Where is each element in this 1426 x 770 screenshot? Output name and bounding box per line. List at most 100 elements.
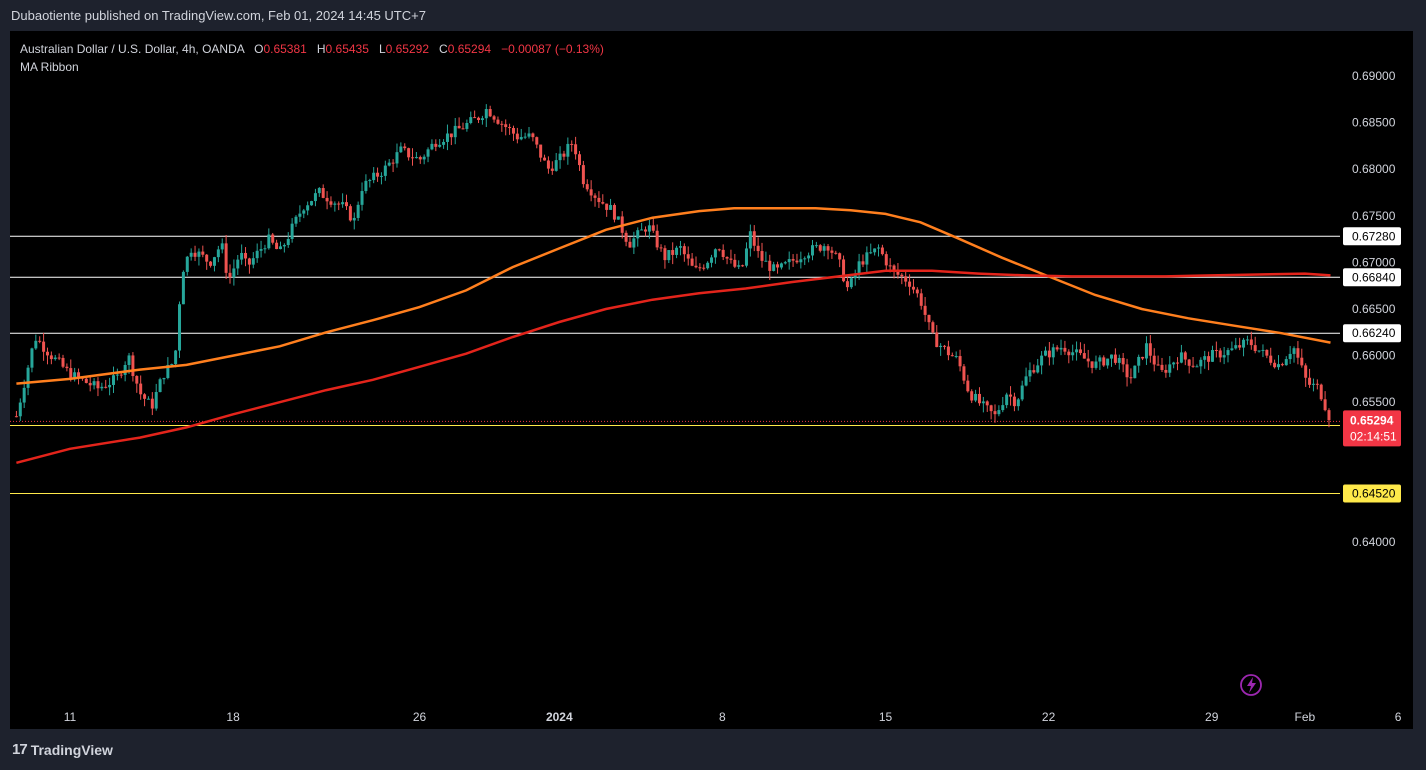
candle-body <box>220 243 224 250</box>
candle-body <box>442 141 446 145</box>
candle-body <box>240 252 244 260</box>
candle-body <box>927 314 931 323</box>
candle-body <box>671 250 675 255</box>
candle-body <box>1195 366 1199 368</box>
candle-body <box>395 152 399 164</box>
candle-body <box>1129 377 1133 379</box>
candle-body <box>845 281 849 288</box>
candle-body <box>943 345 947 347</box>
candle-body <box>356 204 360 218</box>
candle-body <box>1323 399 1327 411</box>
candle-body <box>146 398 150 400</box>
chart-legend: Australian Dollar / U.S. Dollar, 4h, OAN… <box>20 40 604 76</box>
candle-body <box>500 123 504 125</box>
candle-body <box>873 248 877 253</box>
candle-body <box>333 203 337 205</box>
candle-body <box>667 250 671 261</box>
candle-body <box>1051 347 1055 358</box>
candle-body <box>977 393 981 404</box>
candle-body <box>647 225 651 232</box>
candle-body <box>962 366 966 381</box>
candle-body <box>1133 365 1137 379</box>
lightning-icon[interactable] <box>1240 674 1262 696</box>
candle-body <box>741 265 745 267</box>
candle-body <box>713 249 717 258</box>
candle-body <box>438 144 442 147</box>
candle-body <box>271 234 275 243</box>
legend-high-label: H <box>316 42 326 56</box>
lightning-bolt-icon <box>1247 677 1256 693</box>
candle-body <box>407 148 411 158</box>
candle-body <box>480 118 484 121</box>
level-label-text: 0.64520 <box>1352 487 1396 501</box>
candlestick-chart-svg[interactable]: 0.69000 0.68500 0.68000 0.67500 0.67000 0.665… <box>10 31 1413 729</box>
price-axis-tick: 0.66500 <box>1352 302 1396 316</box>
candle-body <box>341 202 345 205</box>
candle-body <box>776 264 780 268</box>
candle-body <box>655 230 659 248</box>
tradingview-footer[interactable]: 17 TradingView <box>12 741 113 758</box>
candle-body <box>993 411 997 415</box>
candle-body <box>954 356 958 358</box>
candle-body <box>1063 347 1067 352</box>
candle-body <box>636 230 640 239</box>
chart-background <box>10 31 1413 729</box>
candle-body <box>484 109 488 119</box>
candle-body <box>1257 350 1261 352</box>
candle-body <box>22 387 26 403</box>
candle-body <box>663 248 667 261</box>
candle-body <box>1106 358 1110 366</box>
candle-body <box>1020 385 1024 400</box>
candle-body <box>1032 370 1036 373</box>
candle-body <box>1117 358 1121 363</box>
candle-body <box>1222 355 1226 358</box>
candle-body <box>1327 410 1331 421</box>
candle-body <box>523 136 527 138</box>
candle-body <box>772 264 776 271</box>
candle-body <box>1280 364 1284 366</box>
candle-body <box>946 346 950 356</box>
candle-body <box>504 124 508 128</box>
candle-body <box>1245 339 1249 341</box>
candle-body <box>1152 355 1156 365</box>
candle-body <box>857 261 861 274</box>
candle-body <box>461 128 465 130</box>
candle-body <box>1276 364 1280 368</box>
candle-body <box>1102 357 1106 366</box>
candle-body <box>1253 345 1257 352</box>
candle-body <box>531 133 535 138</box>
candle-body <box>744 248 748 266</box>
candle-body <box>651 225 655 231</box>
legend-symbol[interactable]: Australian Dollar / U.S. Dollar, 4h, OAN… <box>20 42 245 56</box>
candle-body <box>298 213 302 217</box>
candle-body <box>278 246 282 250</box>
candle-body <box>166 364 170 378</box>
candle-body <box>1110 354 1114 359</box>
candle-body <box>616 216 620 220</box>
candle-body <box>601 202 605 204</box>
legend-indicator-ma-ribbon[interactable]: MA Ribbon <box>20 60 79 74</box>
price-axis-tick: 0.64000 <box>1352 535 1396 549</box>
candle-body <box>752 231 756 246</box>
candle-body <box>209 261 213 266</box>
candle-body <box>426 149 430 157</box>
candle-body <box>1311 383 1315 385</box>
legend-open-value: 0.65381 <box>263 42 307 56</box>
candle-body <box>1098 357 1102 362</box>
candle-body <box>904 276 908 282</box>
candle-body <box>1075 349 1079 353</box>
candle-body <box>609 205 613 210</box>
candle-body <box>791 259 795 261</box>
candle-body <box>391 162 395 164</box>
legend-close-label: C <box>439 42 448 56</box>
candle-body <box>135 376 139 384</box>
candle-body <box>255 250 259 259</box>
ma-line-ma-slow <box>16 269 1331 465</box>
candle-body <box>795 260 799 263</box>
candle-body <box>387 162 391 166</box>
legend-low-value: 0.65292 <box>385 42 430 56</box>
candle-body <box>733 259 737 267</box>
chart-area[interactable]: 0.69000 0.68500 0.68000 0.67500 0.67000 0.665… <box>10 31 1413 729</box>
candle-body <box>1164 369 1168 373</box>
candle-body <box>779 263 783 268</box>
